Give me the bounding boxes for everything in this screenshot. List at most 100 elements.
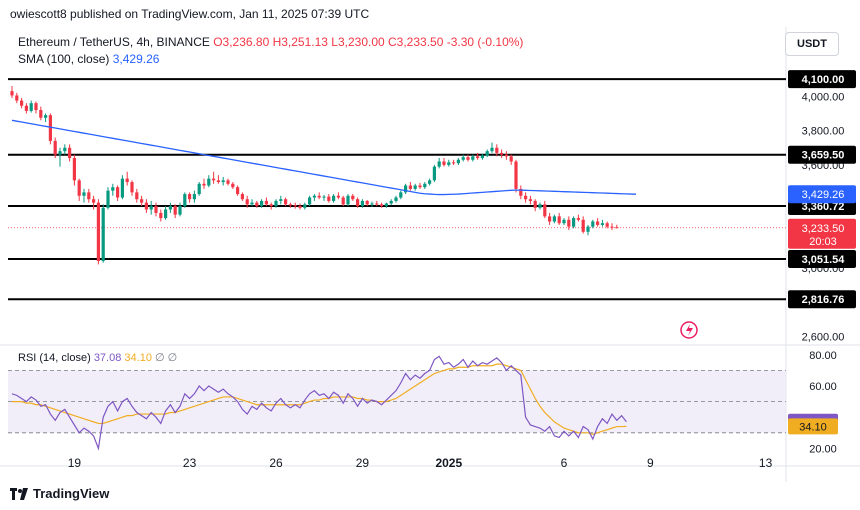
candle-body (48, 115, 52, 141)
candle-body (562, 219, 566, 224)
candle-body (284, 199, 288, 205)
time-tick-label: 29 (356, 456, 370, 470)
candle-body (384, 203, 388, 207)
candle-body (466, 157, 470, 160)
level-badge-label: 2,816.76 (802, 294, 845, 306)
candle-body (389, 200, 393, 204)
candle-body (596, 221, 600, 225)
candle-body (485, 151, 489, 156)
candle-body (332, 195, 336, 201)
candle-body (327, 196, 331, 201)
rsi-label: RSI (14, close) (18, 352, 91, 364)
candle-body (192, 194, 196, 200)
candle-body (408, 185, 412, 189)
candle-body (576, 218, 580, 220)
candle-body (226, 180, 230, 184)
price-tick-label: 3,800.00 (802, 126, 845, 138)
candle-body (44, 115, 48, 118)
candle-body (87, 192, 91, 200)
candle-body (236, 187, 240, 195)
currency-button[interactable]: USDT (785, 32, 839, 56)
level-badge (788, 70, 856, 89)
countdown-label: 20:03 (809, 236, 837, 248)
candle-body (341, 197, 345, 205)
candle-body (543, 204, 547, 217)
candle-body (202, 183, 206, 186)
candle-body (365, 200, 369, 205)
candle-body (15, 95, 19, 101)
level-badge-label: 3,051.54 (802, 254, 846, 266)
candle-body (394, 197, 398, 201)
tradingview-logo[interactable]: TradingView (10, 486, 109, 501)
candle-body (279, 199, 283, 201)
time-tick-label: 6 (561, 456, 568, 470)
lightning-bolt-icon (686, 324, 693, 336)
level-badge (788, 145, 856, 164)
candle-body (591, 221, 595, 227)
candle-body (360, 200, 364, 207)
candle-body (216, 180, 220, 183)
tradingview-mark-icon (10, 487, 28, 500)
candle-body (231, 183, 235, 188)
ohlc-values: O3,236.80 H3,251.13 L3,230.00 C3,233.50 … (213, 35, 524, 49)
symbol-name: Ethereum / TetherUS, 4h, BINANCE (18, 35, 210, 49)
candle-body (111, 187, 115, 191)
rsi-tick-label: 20.00 (809, 443, 837, 455)
time-tick-label: 26 (269, 456, 283, 470)
candle-body (53, 140, 57, 155)
candle-body (552, 216, 556, 222)
candle-body (207, 178, 211, 186)
rsi-ma-value: 34.10 (124, 352, 152, 364)
candle-body (149, 206, 153, 210)
time-tick-label: 13 (759, 456, 773, 470)
candle-body (164, 209, 168, 219)
candle-body (20, 100, 24, 106)
candle-body (269, 204, 273, 207)
sma-legend[interactable]: SMA (100, close) 3,429.26 (18, 52, 159, 66)
time-tick-label: 19 (68, 456, 82, 470)
rsi-extra: ∅ ∅ (155, 352, 178, 364)
candle-body (135, 192, 139, 200)
price-tick-label: 4,000.00 (802, 91, 845, 103)
candle-body (173, 206, 177, 215)
candle-body (437, 161, 441, 167)
candle-body (351, 195, 355, 200)
time-tick-label: 2025 (435, 456, 462, 470)
candle-body (154, 206, 158, 213)
candle-body (399, 192, 403, 198)
candle-body (212, 178, 216, 181)
candle-body (298, 206, 302, 208)
candle-body (183, 194, 187, 207)
candle-body (572, 218, 576, 227)
symbol-legend[interactable]: Ethereum / TetherUS, 4h, BINANCE O3,236.… (18, 35, 523, 49)
level-badge-label: 3,360.72 (802, 201, 845, 213)
price-chart-svg[interactable]: 4,000.003,800.003,600.003,000.002,600.00… (0, 27, 860, 482)
candle-body (336, 195, 340, 198)
candle-body (600, 223, 604, 225)
lightning-icon (680, 321, 698, 339)
candle-body (447, 162, 451, 165)
level-badge-label: 3,659.50 (802, 150, 845, 162)
candle-body (404, 185, 408, 193)
rsi-legend[interactable]: RSI (14, close) 37.08 34.10 ∅ ∅ (18, 351, 177, 364)
sma-label: SMA (100, close) (18, 52, 110, 66)
candle-body (255, 202, 259, 207)
candle-body (528, 199, 532, 201)
candle-body (34, 103, 38, 111)
candle-body (456, 159, 460, 164)
candle-body (260, 200, 264, 207)
rsi-badge-label: 34.10 (799, 421, 827, 433)
candle-body (605, 223, 609, 227)
candle-body (480, 155, 484, 159)
candle-body (82, 192, 86, 196)
candle-body (168, 206, 172, 210)
candle-body (610, 226, 614, 228)
candle-body (557, 216, 561, 224)
candle-body (245, 199, 249, 205)
candle-body (29, 103, 33, 111)
candle-body (375, 203, 379, 205)
candle-body (303, 204, 307, 208)
chart-area[interactable]: 4,000.00 3,800.00 3,600.00 3,000.00 2,600.00… (0, 27, 860, 482)
candle-body (413, 185, 417, 189)
candle-body (423, 183, 427, 188)
